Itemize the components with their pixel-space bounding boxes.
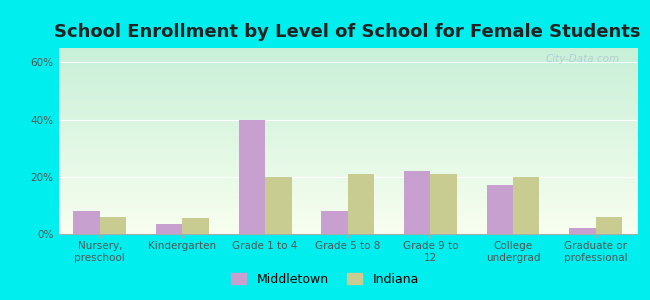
Legend: Middletown, Indiana: Middletown, Indiana [226,268,424,291]
Bar [73,211,100,234]
Bar [595,217,622,234]
Bar [404,171,430,234]
Text: City-Data.com: City-Data.com [545,54,619,64]
Bar [348,174,374,234]
Bar [239,119,265,234]
Bar [569,228,595,234]
Title: School Enrollment by Level of School for Female Students: School Enrollment by Level of School for… [55,23,641,41]
Bar [156,224,183,234]
Bar [430,174,457,234]
Bar [321,211,348,234]
Bar [183,218,209,234]
Bar [487,185,513,234]
Bar [100,217,126,234]
Bar [513,177,540,234]
Bar [265,177,292,234]
